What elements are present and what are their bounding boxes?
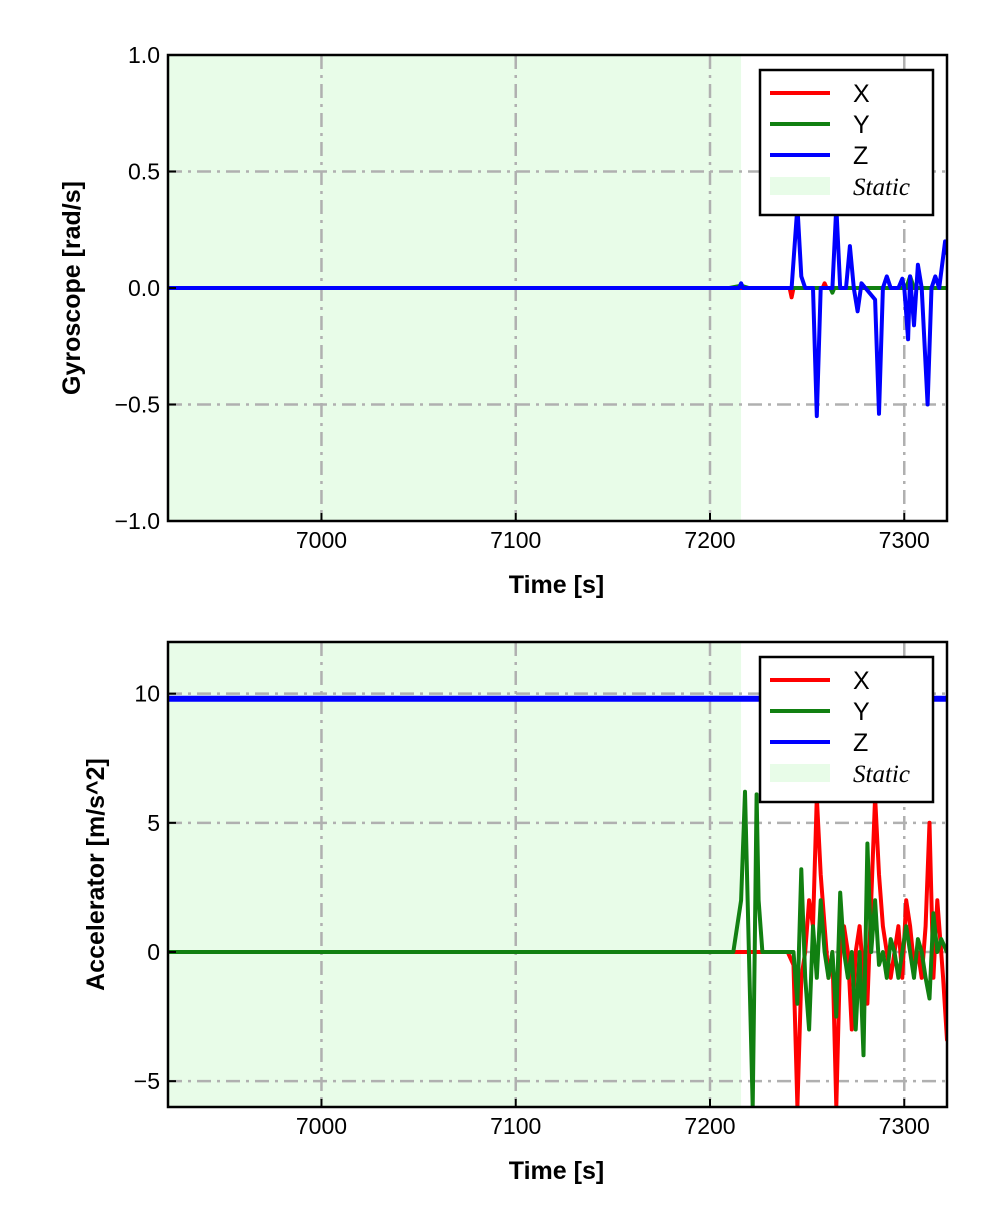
gyroscope-panel: 7000 7100 7200 7300 −1.0 −0.5 0.0 0.5 1.0 Time [s… bbox=[58, 42, 949, 599]
x-tick-label: 7300 bbox=[879, 1113, 930, 1139]
series-line-y bbox=[168, 789, 947, 1107]
legend-label-y: Y bbox=[853, 111, 870, 139]
x-tick-label: 7200 bbox=[684, 1113, 735, 1139]
x-tick-label: 7000 bbox=[296, 1113, 347, 1139]
series-group bbox=[168, 204, 947, 419]
legend-label-static: Static bbox=[853, 174, 910, 201]
legend-label-x: X bbox=[853, 80, 870, 108]
y-tick-label: 1.0 bbox=[128, 42, 160, 68]
y-tick-label: −1.0 bbox=[115, 508, 160, 534]
legend: XYZ Static bbox=[758, 68, 935, 217]
x-axis-title: Time [s] bbox=[509, 1157, 604, 1185]
accelerometer-panel: 7000 7100 7200 7300 −5 0 5 10 Time [s] Accelerato… bbox=[82, 640, 949, 1185]
y-tick-label: 0 bbox=[147, 939, 160, 965]
x-tick-label: 7300 bbox=[879, 527, 930, 553]
x-tick-label: 7100 bbox=[490, 527, 541, 553]
legend-label-y: Y bbox=[853, 698, 870, 726]
x-tick-label: 7200 bbox=[684, 527, 735, 553]
plot-frame bbox=[166, 640, 949, 1109]
legend-label-x: X bbox=[853, 667, 870, 695]
series-line-z bbox=[168, 204, 947, 419]
y-axis-title: Accelerator [m/s^2] bbox=[82, 758, 110, 991]
y-tick-label: −0.5 bbox=[115, 392, 160, 418]
y-axis-title: Gyroscope [rad/s] bbox=[58, 181, 86, 395]
legend-label-static: Static bbox=[853, 761, 910, 788]
legend-label-z: Z bbox=[853, 729, 868, 757]
legend-label-z: Z bbox=[853, 142, 868, 170]
x-axis-title: Time [s] bbox=[509, 571, 604, 599]
legend-swatch-static bbox=[770, 177, 830, 195]
static-region bbox=[168, 642, 742, 1107]
y-tick-label: −5 bbox=[134, 1068, 160, 1094]
x-tick-label: 7000 bbox=[296, 527, 347, 553]
x-tick-label: 7100 bbox=[490, 1113, 541, 1139]
y-tick-label: 0.0 bbox=[128, 275, 160, 301]
legend-swatch-static bbox=[770, 764, 830, 782]
legend: XYZ Static bbox=[758, 655, 935, 804]
y-tick-label: 0.5 bbox=[128, 159, 160, 185]
y-tick-label: 10 bbox=[134, 681, 160, 707]
y-tick-label: 5 bbox=[147, 810, 160, 836]
